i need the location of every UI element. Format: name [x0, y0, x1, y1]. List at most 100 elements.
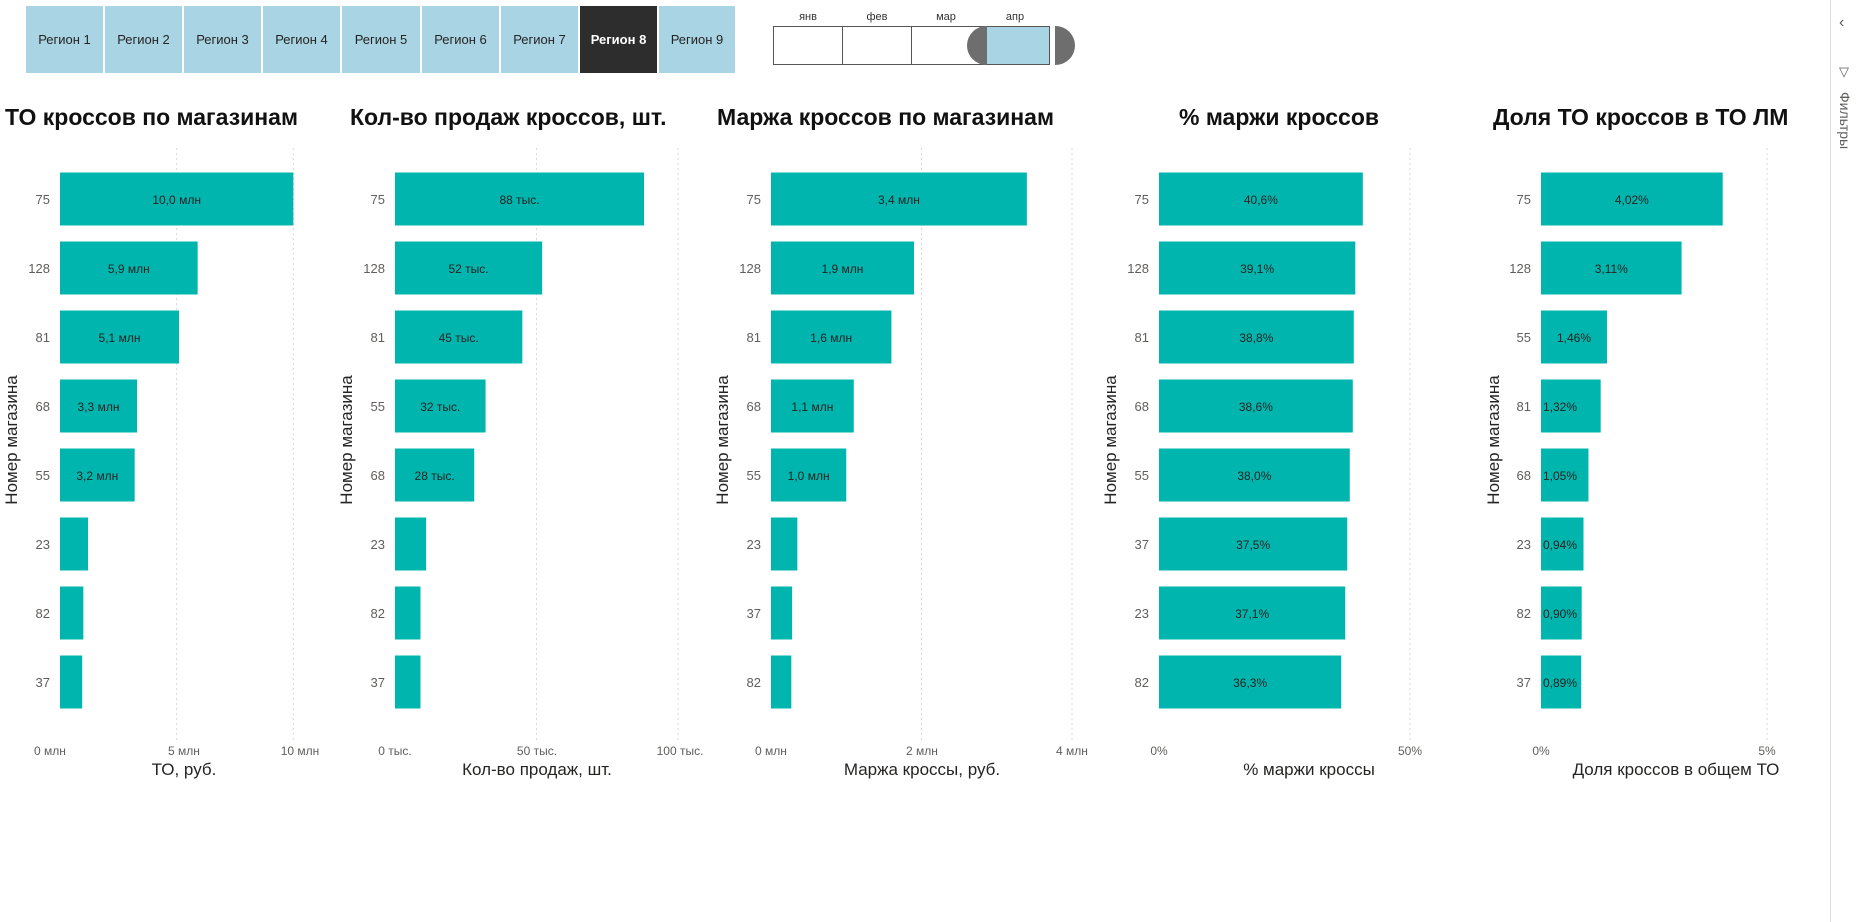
month-cell-jan[interactable] [773, 26, 843, 65]
category-label: 82 [36, 606, 50, 621]
bar [771, 517, 798, 571]
category-label: 82 [747, 675, 761, 690]
category-label: 37 [747, 606, 761, 621]
month-label-jan: янв [799, 11, 817, 23]
month-label-apr: апр [1005, 11, 1025, 23]
data-label: 1,32% [1543, 400, 1577, 414]
data-label: 52 тыс. [449, 262, 489, 276]
region-button-1[interactable]: Регион 1 [26, 6, 105, 73]
data-label: 37,1% [1235, 607, 1269, 621]
bar [60, 379, 137, 433]
month-slicer [773, 26, 1073, 65]
x-axis-label-margin-pct: % маржи кроссы [1243, 760, 1375, 779]
chevron-left-icon[interactable]: ‹ [1839, 14, 1845, 31]
category-label: 81 [36, 330, 50, 345]
data-label: 3,4 млн [878, 193, 920, 207]
tick-label: 10 млн [281, 744, 320, 758]
bar [60, 241, 198, 295]
chart-title-margin: Маржа кроссов по магазинам [717, 104, 1054, 130]
bar-chart-share: 75 4,02% 128 3,11% 55 1,46% 81 1,32% 68 1,05% 23 0,… [1509, 148, 1776, 758]
bar [1159, 655, 1342, 709]
month-cell-feb[interactable] [842, 26, 912, 65]
chart-title-margin-pct: % маржи кроссов [1179, 104, 1380, 130]
tick-label: 2 млн [906, 744, 938, 758]
data-label: 1,0 млн [788, 469, 830, 483]
category-label: 75 [747, 192, 761, 207]
bar [1541, 241, 1682, 295]
data-label: 1,6 млн [810, 331, 852, 345]
category-label: 68 [1517, 468, 1531, 483]
category-label: 128 [363, 261, 385, 276]
bar [771, 310, 892, 364]
month-range-start-handle[interactable] [967, 26, 987, 65]
bar [395, 241, 543, 295]
category-label: 37 [1517, 675, 1531, 690]
category-label: 23 [1517, 537, 1531, 552]
bar-chart-sales-count: 75 88 тыс. 128 52 тыс. 81 45 тыс. 55 32 тыс. 68 2… [363, 148, 704, 758]
category-label: 128 [739, 261, 761, 276]
bar [1541, 655, 1582, 709]
data-label: 5,1 млн [99, 331, 141, 345]
category-label: 82 [371, 606, 385, 621]
bar [1159, 448, 1350, 502]
bar [1541, 448, 1589, 502]
bar [771, 241, 914, 295]
bar [1541, 517, 1584, 571]
category-label: 68 [747, 399, 761, 414]
month-slicer-labels: янв фев мар апр [773, 11, 1073, 25]
data-label: 0,90% [1543, 607, 1577, 621]
bar [60, 517, 88, 571]
data-label: 1,46% [1557, 331, 1591, 345]
category-label: 75 [371, 192, 385, 207]
month-range-end-handle[interactable] [1055, 26, 1075, 65]
bar [395, 172, 645, 226]
data-label: 39,1% [1240, 262, 1274, 276]
category-label: 68 [1135, 399, 1149, 414]
data-label: 4,02% [1615, 193, 1649, 207]
category-label: 82 [1135, 675, 1149, 690]
tick-label: 0% [1150, 744, 1168, 758]
category-label: 68 [36, 399, 50, 414]
region-button-8[interactable]: Регион 8 [580, 6, 659, 73]
tick-label: 50 тыс. [517, 744, 557, 758]
category-label: 23 [371, 537, 385, 552]
filter-pane-label[interactable]: Фильтры [1837, 92, 1853, 150]
region-button-6[interactable]: Регион 6 [422, 6, 501, 73]
bar [771, 172, 1027, 226]
bar-chart-margin: 75 3,4 млн 128 1,9 млн 81 1,6 млн 68 1,1 млн 55 1… [739, 148, 1088, 758]
category-label: 81 [1135, 330, 1149, 345]
bar [1541, 310, 1607, 364]
bar [395, 379, 486, 433]
data-label: 40,6% [1244, 193, 1278, 207]
bar-chart-turnover: 75 10,0 млн 128 5,9 млн 81 5,1 млн 68 3,3 млн 55… [28, 148, 320, 758]
data-label: 1,05% [1543, 469, 1577, 483]
bar [395, 655, 421, 709]
bar [771, 655, 792, 709]
region-button-9[interactable]: Регион 9 [659, 6, 737, 73]
region-button-2[interactable]: Регион 2 [105, 6, 184, 73]
category-label: 68 [371, 468, 385, 483]
data-label: 88 тыс. [499, 193, 539, 207]
tick-label: 0 млн [34, 744, 66, 758]
region-button-5[interactable]: Регион 5 [342, 6, 422, 73]
region-button-4[interactable]: Регион 4 [263, 6, 342, 73]
region-button-7[interactable]: Регион 7 [501, 6, 580, 73]
bar [771, 448, 847, 502]
month-label-feb: фев [866, 11, 888, 23]
bar [1159, 310, 1354, 364]
bar [1541, 172, 1723, 226]
tick-label: 4 млн [1056, 744, 1088, 758]
month-cell-apr[interactable] [980, 26, 1050, 65]
data-label: 37,5% [1236, 538, 1270, 552]
category-label: 37 [36, 675, 50, 690]
data-label: 38,8% [1239, 331, 1273, 345]
chart-title-sales-count: Кол-во продаж кроссов, шт. [350, 104, 667, 130]
tick-label: 100 тыс. [657, 744, 704, 758]
category-label: 23 [36, 537, 50, 552]
data-label: 3,3 млн [78, 400, 120, 414]
region-button-3[interactable]: Регион 3 [184, 6, 263, 73]
bar [395, 448, 475, 502]
bar [395, 310, 523, 364]
filter-icon[interactable]: ▽ [1839, 64, 1849, 79]
month-label-mar: мар [936, 11, 956, 23]
